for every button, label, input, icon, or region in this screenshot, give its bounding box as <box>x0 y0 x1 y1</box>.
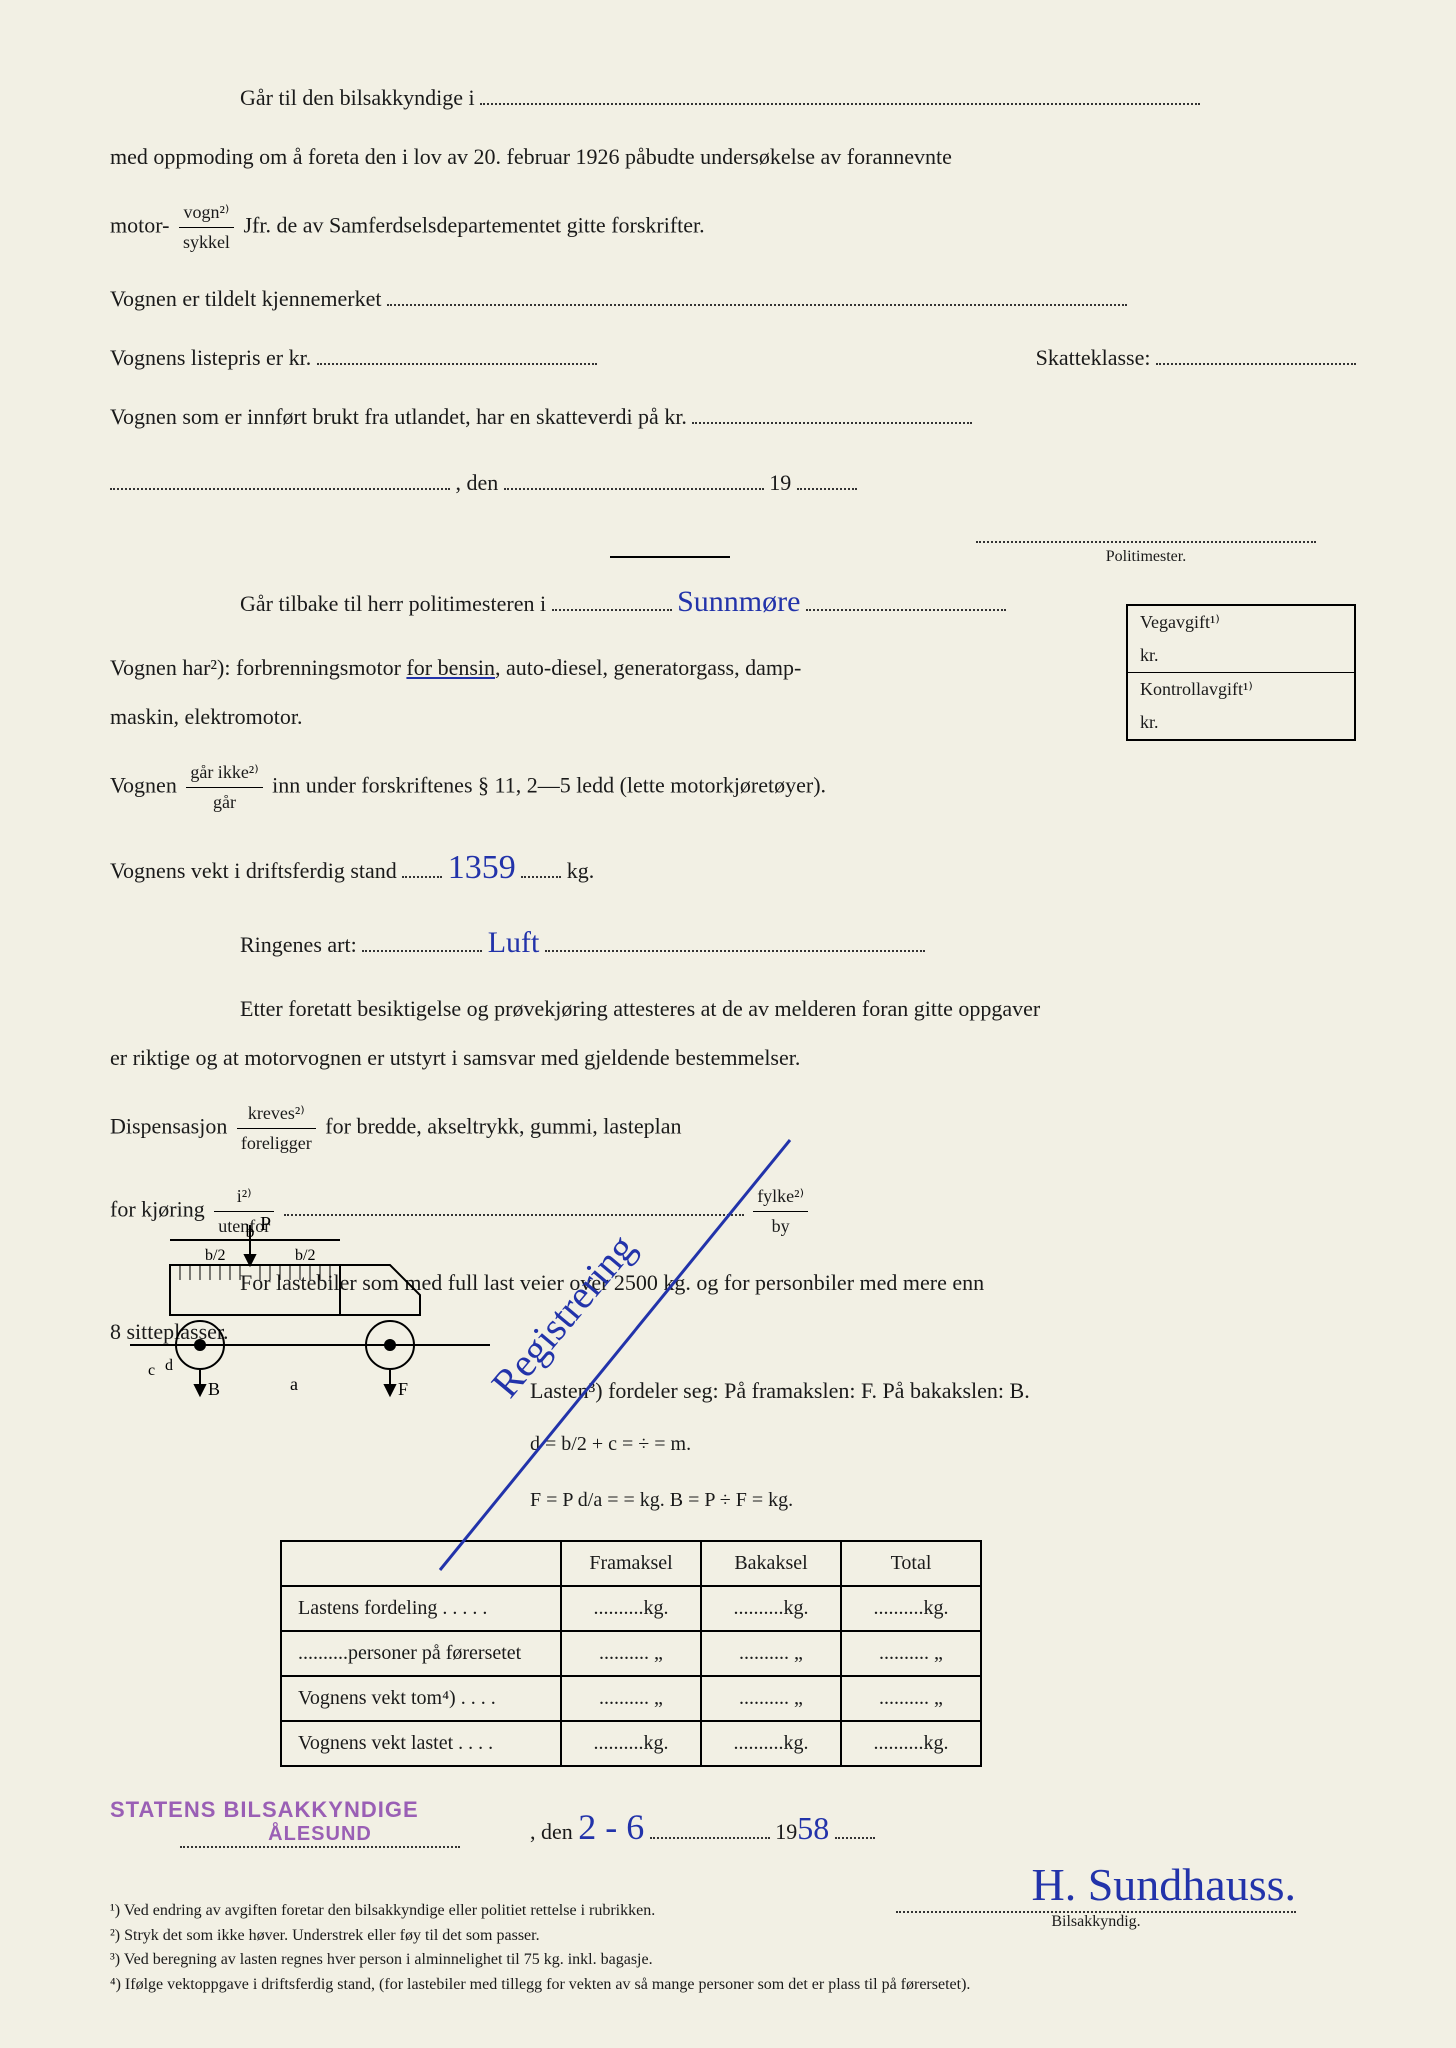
svg-text:a: a <box>290 1374 298 1394</box>
line-disp: Dispensasjon kreves²⁾ foreligger for bre… <box>110 1099 1356 1158</box>
table-header-row: Framaksel Bakaksel Total <box>281 1541 981 1586</box>
table-row: ..........personer på førersetet .......… <box>281 1631 981 1676</box>
table-row: Vognens vekt lastet . . . . ..........kg… <box>281 1721 981 1766</box>
svg-text:c: c <box>148 1362 155 1379</box>
svg-text:P: P <box>260 1213 271 1235</box>
fee-box: Vegavgift¹⁾ kr. Kontrollavgift¹⁾ kr. <box>1126 604 1356 741</box>
divider-short <box>610 556 730 558</box>
svg-text:b/2: b/2 <box>295 1247 315 1264</box>
footnotes: ¹) Ved endring av avgiften foretar den b… <box>110 1900 970 1998</box>
line-date-top: , den 19 <box>110 465 1356 500</box>
frac-gar: går ikke²⁾ går <box>186 758 262 817</box>
formula-d: d = b/2 + c = ÷ = m. <box>530 1428 1356 1460</box>
fee-row: Kontrollavgift¹⁾ <box>1128 672 1354 706</box>
svg-text:B: B <box>208 1379 220 1399</box>
formula-text: Lasten³) fordeler seg: På framakslen: F.… <box>530 1373 1356 1408</box>
frac-drive2: fylke²⁾ by <box>753 1182 808 1241</box>
line-weight: Vognens vekt i driftsferdig stand 1359 k… <box>110 841 1356 895</box>
line-engine: Vognen har²): forbrenningsmotor for bens… <box>110 650 1050 685</box>
frac-disp: kreves²⁾ foreligger <box>237 1099 316 1158</box>
text: motor- <box>110 213 169 238</box>
table-row: Lastens fordeling . . . . . ..........kg… <box>281 1586 981 1631</box>
fee-row: kr. <box>1128 706 1354 739</box>
line-oppmoding: med oppmoding om å foreta den i lov av 2… <box>110 139 1356 174</box>
footnote: ²) Stryk det som ikke høver. Understrek … <box>110 1925 970 1947</box>
formula-f: F = P d/a = = kg. B = P ÷ F = kg. <box>530 1484 1356 1516</box>
line-reg: Vognen går ikke²⁾ går inn under forskrif… <box>110 758 1050 817</box>
svg-text:d: d <box>165 1357 173 1374</box>
line-attest1: Etter foretatt besiktigelse og prøvekjør… <box>110 991 1356 1026</box>
line-skatteverdi: Vognen som er innført brukt fra utlandet… <box>110 399 1356 434</box>
footnote: ³) Ved beregning av lasten regnes hver p… <box>110 1949 970 1971</box>
axle-table: Framaksel Bakaksel Total Lastens fordeli… <box>280 1540 982 1767</box>
frac-vogn-sykkel: vogn²⁾ sykkel <box>179 198 234 257</box>
handwritten-signature: H. Sundhauss. <box>1031 1858 1296 1911</box>
fee-row: kr. <box>1128 639 1354 672</box>
truck-diagram: P b b/2 b/2 B F c d a <box>110 1195 510 1415</box>
handwritten-weight: 1359 <box>448 841 516 895</box>
table-row: Vognens vekt tom⁴) . . . . .......... „ … <box>281 1676 981 1721</box>
formula-block: Lasten³) fordeler seg: På framakslen: F.… <box>530 1373 1356 1516</box>
handwritten-date: 2 - 6 <box>578 1806 644 1848</box>
handwritten-location: Sunnmøre <box>677 578 800 626</box>
bottom-date-row: STATENS BILSAKKYNDIGE ÅLESUND , den 2 - … <box>110 1797 1356 1848</box>
text: Går til den bilsakkyndige i <box>240 85 475 110</box>
svg-text:F: F <box>398 1379 408 1399</box>
text: Jfr. de av Samferdselsdepartementet gitt… <box>243 213 704 238</box>
politimester-block: Politimester. <box>110 530 1356 566</box>
stamp-line: ÅLESUND <box>180 1823 460 1848</box>
line-motor: motor- vogn²⁾ sykkel Jfr. de av Samferds… <box>110 198 1356 257</box>
line-kjennemerket: Vognen er tildelt kjennemerket <box>110 281 1356 316</box>
dotted-fill <box>480 103 1200 105</box>
handwritten-rings: Luft <box>488 919 540 967</box>
fee-row: Vegavgift¹⁾ <box>1128 606 1354 639</box>
line-bilsakkyndige: Går til den bilsakkyndige i <box>110 80 1356 115</box>
line-rings: Ringenes art: Luft <box>110 919 1356 967</box>
dotted-fill <box>387 304 1127 306</box>
svg-text:b: b <box>246 1221 255 1241</box>
footnote: ⁴) Ifølge vektoppgave i driftsferdig sta… <box>110 1974 970 1996</box>
stamp-line: STATENS BILSAKKYNDIGE <box>110 1797 530 1823</box>
line-attest2: er riktige og at motorvognen er utstyrt … <box>110 1040 1356 1075</box>
line-listepris: Vognens listepris er kr. Skatteklasse: <box>110 340 1356 375</box>
svg-text:b/2: b/2 <box>205 1247 225 1264</box>
footnote: ¹) Ved endring av avgiften foretar den b… <box>110 1900 970 1922</box>
